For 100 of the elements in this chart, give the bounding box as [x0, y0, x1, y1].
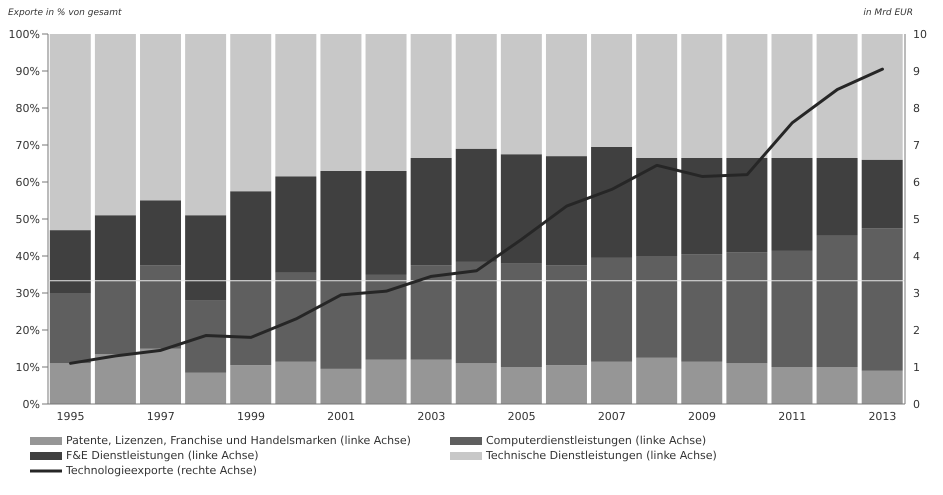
bar — [320, 282, 362, 369]
y-tick-label: 10% — [16, 360, 40, 374]
bar — [275, 176, 316, 273]
y-tick-label: 70% — [16, 138, 40, 152]
bar — [94, 215, 136, 280]
x-tick-label: 2005 — [508, 410, 536, 423]
bar — [862, 370, 903, 404]
bar — [816, 158, 858, 236]
bar — [320, 368, 362, 404]
bar — [591, 146, 632, 258]
bar — [500, 367, 542, 404]
bar — [140, 265, 182, 348]
bar — [862, 160, 903, 228]
bar — [50, 363, 91, 404]
y-tick-label: 0% — [22, 398, 40, 411]
y2-tick-label: 6 — [913, 176, 920, 189]
legend-label: Technische Dienstleistungen (linke Achse) — [486, 449, 717, 462]
bar — [456, 34, 497, 149]
line-series — [69, 68, 884, 365]
bar — [230, 365, 272, 404]
bar — [94, 280, 136, 354]
bar — [140, 34, 182, 200]
y2-tick-label: 9 — [913, 64, 920, 78]
bar — [816, 236, 858, 367]
y2-tick-label: 3 — [913, 286, 920, 300]
bar — [862, 228, 903, 371]
bar — [681, 254, 722, 362]
y2-tick-label: 2 — [913, 324, 920, 337]
bar — [636, 158, 678, 256]
x-tick-label: 2003 — [417, 410, 446, 423]
bar — [456, 363, 497, 404]
y-tick-label: 30% — [16, 286, 40, 300]
bar — [456, 262, 497, 364]
y2-tick-label: 10 — [913, 28, 927, 41]
y-tick-label: 80% — [16, 102, 40, 115]
bar — [185, 300, 226, 373]
y-tick-label: 20% — [16, 324, 40, 337]
y-tick-label: 90% — [16, 64, 40, 78]
bar — [185, 215, 226, 300]
bar — [771, 367, 812, 404]
y-tick-label: 50% — [16, 212, 40, 226]
bar — [726, 158, 768, 252]
x-tick-label: 1999 — [236, 410, 265, 423]
bar — [320, 170, 362, 282]
bar — [681, 34, 722, 158]
bar — [546, 365, 587, 404]
x-tick-label: 2011 — [778, 410, 806, 423]
bar — [366, 170, 407, 274]
bar — [681, 361, 722, 404]
bar — [636, 358, 678, 404]
bar — [816, 34, 858, 158]
y2-axis-title: in Mrd EUR — [863, 8, 913, 20]
x-tick-label: 2007 — [598, 410, 626, 423]
bar — [546, 156, 587, 266]
bar — [500, 263, 542, 367]
bar — [500, 34, 542, 154]
bar — [230, 191, 272, 280]
x-tick-label: 2001 — [327, 410, 356, 423]
y-axis-title: Exporte in % von gesamt — [8, 8, 122, 20]
bar — [726, 252, 768, 364]
bar — [591, 258, 632, 362]
bar — [456, 148, 497, 262]
bar — [410, 158, 452, 266]
y2-tick-label: 4 — [913, 250, 920, 263]
y2-tick-label: 1 — [913, 360, 920, 374]
y2-tick-label: 5 — [913, 212, 920, 226]
bar — [275, 361, 316, 404]
bar — [230, 34, 272, 192]
bar — [771, 34, 812, 158]
bar — [50, 293, 91, 364]
bar — [410, 34, 452, 158]
bar — [410, 360, 452, 404]
bar — [726, 34, 768, 158]
y-tick-label: 60% — [16, 176, 40, 189]
bar — [591, 361, 632, 404]
bar — [500, 154, 542, 264]
legend-label: Technologieexporte (rechte Achse) — [66, 464, 257, 477]
bar — [410, 265, 452, 360]
bar — [816, 367, 858, 404]
y-tick-label: 100% — [8, 28, 40, 41]
bar — [185, 34, 226, 216]
bar — [546, 34, 587, 156]
bar — [771, 250, 812, 367]
y2-tick-label: 0 — [913, 398, 920, 411]
bar — [862, 34, 903, 160]
legend-label: Patente, Lizenzen, Franchise und Handelsmarken (linke Achse) — [66, 434, 411, 447]
bar — [275, 272, 316, 362]
bar — [140, 200, 182, 266]
bar — [366, 34, 407, 171]
y-tick-label: 40% — [16, 250, 40, 263]
bar — [320, 34, 362, 171]
bar — [726, 363, 768, 404]
bar — [636, 256, 678, 358]
bar — [140, 348, 182, 404]
bar — [50, 34, 91, 230]
bar — [546, 265, 587, 366]
x-tick-label: 2009 — [688, 410, 716, 423]
bar — [681, 158, 722, 254]
bar — [230, 280, 272, 366]
bar — [275, 34, 316, 176]
